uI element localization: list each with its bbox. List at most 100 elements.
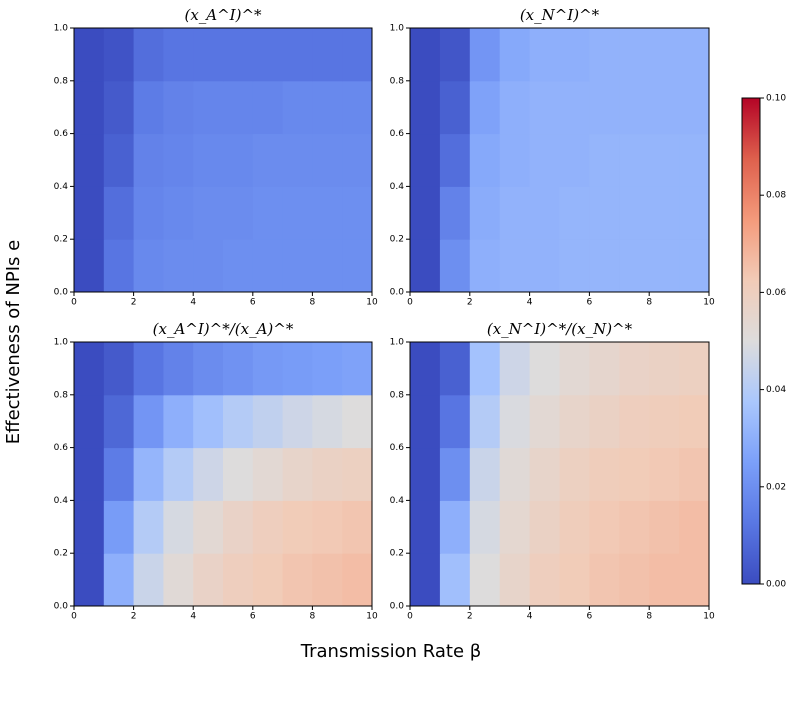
heatmap-cell (193, 186, 224, 240)
heatmap-cell (649, 133, 680, 187)
x-tick-label: 10 (703, 612, 715, 622)
heatmap-cell (74, 133, 105, 187)
heatmap-cell (103, 80, 135, 135)
heatmap-cell (469, 342, 501, 396)
panel: 0 2 4 6 8 10 0.0 0.2 0.4 0.6 0.8 1.0 (x_A^I)^*/(x_A)… (54, 320, 378, 622)
x-tick-label: 4 (190, 612, 196, 622)
heatmap-cell (252, 553, 284, 607)
heatmap-cell (103, 133, 135, 187)
y-tick-label: 0.2 (54, 549, 68, 559)
x-tick-label: 4 (190, 298, 196, 308)
y-tick-label: 0.8 (390, 76, 405, 86)
colorbar-tick-label: 0.04 (766, 385, 786, 395)
heatmap-cell (163, 239, 194, 293)
heatmap-cell (163, 28, 194, 82)
heatmap-cell (589, 342, 620, 396)
x-tick-label: 10 (366, 298, 378, 308)
heatmap-cell (499, 500, 531, 554)
heatmap-cell (499, 553, 531, 607)
heatmap-cell (133, 500, 164, 554)
heatmap-cell (163, 500, 194, 554)
colorbar-tick-label: 0.10 (766, 94, 786, 104)
colorbar (741, 97, 761, 585)
heatmap-cell (342, 394, 373, 449)
x-tick-label: 8 (646, 612, 652, 622)
x-tick-label: 0 (71, 612, 77, 622)
x-tick-label: 8 (646, 298, 652, 308)
panel-frame (73, 27, 373, 293)
heatmap-cell (679, 500, 710, 554)
heatmap-cell (649, 500, 680, 554)
heatmap-cell (74, 342, 105, 396)
heatmap-cell (74, 28, 105, 82)
heatmap-cell (342, 239, 373, 293)
heatmap-cell (252, 394, 284, 449)
heatmap-cell (410, 28, 441, 82)
y-tick-label: 0.6 (54, 443, 69, 453)
heatmap-cell (282, 394, 313, 449)
heatmap-cell (439, 447, 471, 501)
panel-frame (409, 27, 710, 293)
x-tick-label: 6 (250, 298, 256, 308)
panel: 0 2 4 6 8 10 0.0 0.2 0.4 0.6 0.8 1.0 (x_A^I)^* (54, 6, 378, 308)
heatmap-cell (342, 80, 373, 135)
heatmap-cell (589, 28, 620, 82)
heatmap-cell (410, 239, 441, 293)
heatmap-cell (559, 28, 590, 82)
heatmap-cell (529, 394, 560, 449)
heatmap-cell (74, 80, 105, 135)
heatmap-cell (499, 447, 531, 501)
heatmap-cell (133, 447, 164, 501)
heatmap-cell (469, 186, 501, 240)
heatmap-cell (193, 553, 224, 607)
y-tick-label: 0.8 (54, 76, 69, 86)
x-tick-label: 10 (366, 612, 378, 622)
x-tick-label: 6 (587, 298, 593, 308)
heatmap-cell (679, 80, 710, 135)
heatmap-cell (529, 447, 560, 501)
heatmap-cell (282, 342, 313, 396)
heatmap-cell (193, 80, 224, 135)
heatmap-cell (312, 28, 343, 82)
x-tick-label: 0 (71, 298, 77, 308)
heatmap-cell (529, 239, 560, 293)
heatmap-cell (619, 500, 650, 554)
heatmap-cell (223, 80, 254, 135)
heatmap-cell (439, 28, 471, 82)
heatmap-cell (619, 28, 650, 82)
heatmap-cell (439, 133, 471, 187)
x-tick-label: 4 (527, 298, 533, 308)
heatmap-cell (589, 133, 620, 187)
heatmap-cell (469, 239, 501, 293)
heatmap-cell (589, 553, 620, 607)
heatmap-cell (410, 447, 441, 501)
heatmap-cell (282, 553, 313, 607)
heatmap-cell (559, 239, 590, 293)
heatmap-cell (74, 394, 105, 449)
heatmap-cell (619, 133, 650, 187)
heatmap-cell (103, 342, 135, 396)
y-tick-label: 0.0 (54, 602, 69, 612)
panel-title: (x_N^I)^*/(x_N)^* (487, 320, 633, 338)
y-tick-label: 0.6 (390, 443, 405, 453)
heatmap-cell (74, 186, 105, 240)
x-axis-label: Transmission Rate β (300, 641, 481, 662)
heatmap-cell (133, 239, 164, 293)
heatmap-cell (619, 80, 650, 135)
x-tick-label: 10 (703, 298, 715, 308)
heatmap-cell (223, 447, 254, 501)
heatmap-cell (133, 133, 164, 187)
heatmap-cell (559, 80, 590, 135)
heatmap-cell (619, 447, 650, 501)
colorbar-tick-label: 0.02 (766, 482, 786, 492)
x-tick-label: 8 (310, 298, 316, 308)
heatmap-cell (469, 80, 501, 135)
heatmap-cell (439, 342, 471, 396)
heatmap-cell (282, 239, 313, 293)
heatmap-cell (103, 239, 135, 293)
heatmap-cell (410, 342, 441, 396)
heatmap-cell (342, 342, 373, 396)
heatmap-cell (342, 447, 373, 501)
